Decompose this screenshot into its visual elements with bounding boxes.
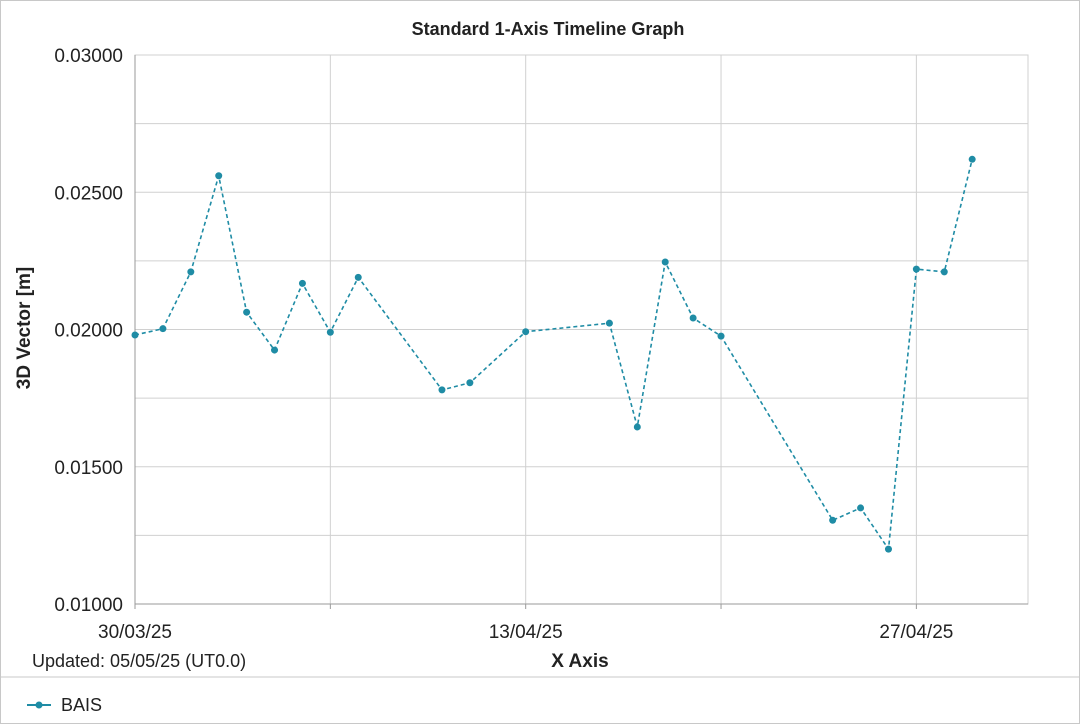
data-point[interactable] [187,268,195,276]
tick-labels: 0.01000 0.01500 0.02000 0.02500 0.03000 30/03… [54,46,953,643]
data-point[interactable] [271,346,279,354]
data-point[interactable] [605,319,613,327]
data-point[interactable] [131,331,139,339]
series-line [134,159,973,552]
legend-entry-bais: BAIS [61,695,102,715]
axes [134,54,1029,609]
grid [134,54,1028,604]
data-point[interactable] [633,423,641,431]
updated-timestamp: Updated: 05/05/25 (UT0.0) [32,651,246,671]
data-point[interactable] [717,332,725,340]
data-point[interactable] [968,155,976,163]
y-axis-title: 3D Vector [m] [14,267,35,389]
x-axis-title: X Axis [551,651,608,672]
x-tick-label: 30/03/25 [98,622,172,643]
y-tick-label: 0.03000 [54,46,123,67]
data-point[interactable] [326,328,334,336]
series-bais [131,155,976,553]
x-tick-label: 27/04/25 [879,622,953,643]
data-point[interactable] [522,328,530,336]
data-point[interactable] [354,273,362,281]
y-tick-label: 0.02000 [54,321,123,342]
y-tick-label: 0.01500 [54,458,123,479]
data-point[interactable] [884,545,892,553]
data-point[interactable] [243,308,251,316]
data-point[interactable] [298,279,306,287]
legend-marker-icon [35,701,43,709]
data-point[interactable] [159,325,167,333]
legend: BAIS [27,695,102,715]
x-tick-label: 13/04/25 [489,622,563,643]
y-tick-label: 0.02500 [54,183,123,204]
data-point[interactable] [857,504,865,512]
data-point[interactable] [466,379,474,387]
data-point[interactable] [438,386,446,394]
data-point[interactable] [829,516,837,524]
data-point[interactable] [689,314,697,322]
data-point[interactable] [940,268,948,276]
y-tick-label: 0.01000 [54,595,123,616]
data-point[interactable] [912,265,920,273]
data-point[interactable] [215,172,223,180]
data-point[interactable] [661,258,669,266]
chart-title: Standard 1-Axis Timeline Graph [412,19,685,39]
